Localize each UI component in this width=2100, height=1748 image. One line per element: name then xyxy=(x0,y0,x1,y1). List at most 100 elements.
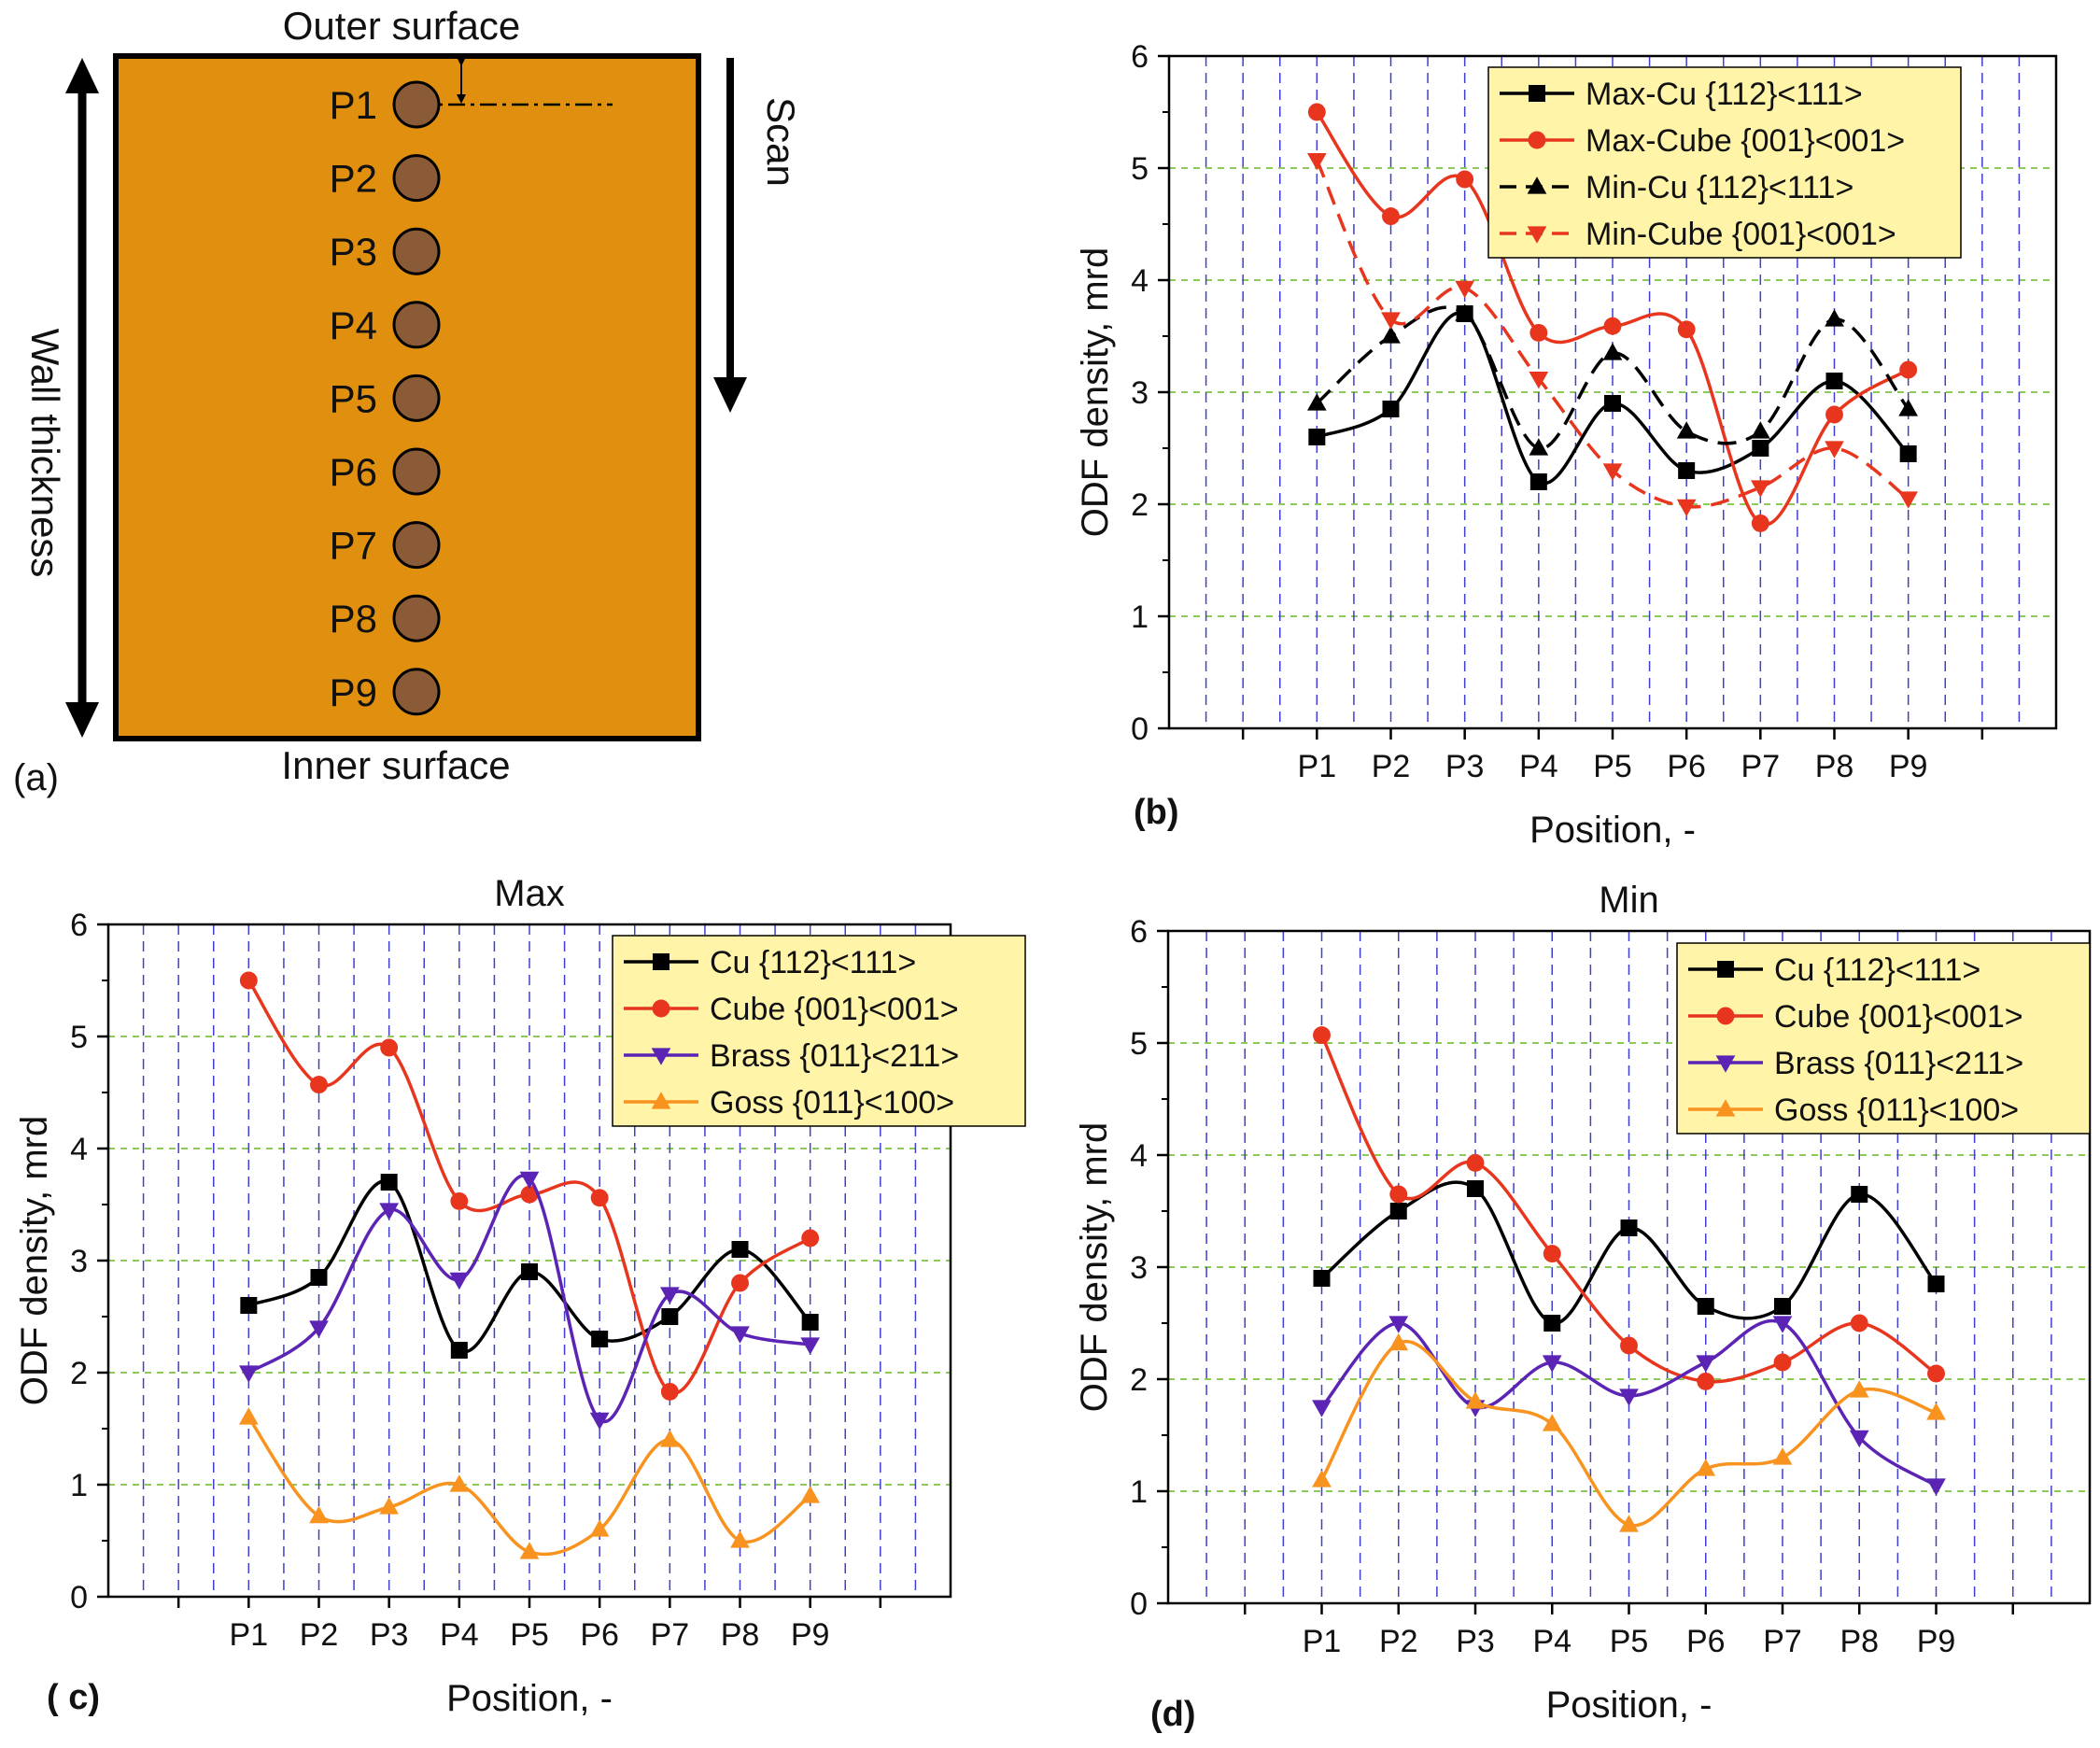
measurement-point-p7 xyxy=(392,521,441,570)
data-point-2-1 xyxy=(1381,326,1401,344)
data-point-0-6 xyxy=(661,1308,679,1325)
legend-marker-0 xyxy=(653,953,669,970)
measurement-point-p2 xyxy=(392,154,441,203)
y-tick-label: 0 xyxy=(1131,712,1149,747)
data-point-2-0 xyxy=(1312,1400,1332,1417)
y-tick-label: 5 xyxy=(70,1020,88,1055)
x-tick-label: P5 xyxy=(510,1617,549,1653)
data-point-1-8 xyxy=(801,1229,820,1248)
data-point-0-3 xyxy=(450,1342,468,1359)
data-point-0-2 xyxy=(380,1174,398,1191)
data-point-3-0 xyxy=(1306,152,1327,171)
x-tick-label: P5 xyxy=(1593,749,1632,784)
y-tick-label: 2 xyxy=(1130,1362,1148,1398)
data-point-0-1 xyxy=(310,1269,328,1286)
point-label-p3: P3 xyxy=(330,230,377,274)
x-tick-label: P3 xyxy=(1456,1624,1495,1659)
x-tick-label: P6 xyxy=(1686,1624,1726,1659)
y-tick-label: 6 xyxy=(1130,914,1148,950)
data-point-1-5 xyxy=(1697,1372,1715,1390)
data-point-3-5 xyxy=(589,1519,610,1537)
data-point-3-6 xyxy=(659,1430,680,1447)
series-line-3 xyxy=(1319,1339,1938,1528)
data-point-3-6 xyxy=(1772,1447,1793,1465)
data-point-3-0 xyxy=(238,1407,259,1425)
data-point-0-4 xyxy=(1620,1219,1638,1236)
y-axis-label: ODF density, mrd xyxy=(14,1116,55,1405)
schematic-panel: Outer surface Inner surface (a) Wall thi… xyxy=(13,4,803,798)
point-label-p6: P6 xyxy=(330,450,377,494)
x-tick-label: P7 xyxy=(1741,749,1781,784)
data-point-1-6 xyxy=(660,1382,679,1401)
legend-label-3: Goss {011}<100> xyxy=(710,1085,954,1121)
data-point-0-7 xyxy=(1851,1186,1868,1203)
legend-label-3: Goss {011}<100> xyxy=(1774,1092,2019,1128)
data-point-0-5 xyxy=(591,1331,609,1347)
y-tick-label: 2 xyxy=(1131,487,1149,523)
x-tick-label: P4 xyxy=(1519,749,1558,784)
data-point-0-6 xyxy=(1774,1298,1791,1315)
data-point-1-6 xyxy=(1773,1353,1792,1372)
measurement-point-p3 xyxy=(392,227,441,275)
data-point-3-3 xyxy=(1529,371,1549,389)
data-point-3-3 xyxy=(449,1474,470,1492)
y-tick-label: 6 xyxy=(70,908,88,943)
data-point-1-3 xyxy=(1529,323,1548,342)
y-tick-label: 5 xyxy=(1130,1026,1148,1062)
y-tick-label: 4 xyxy=(1130,1138,1148,1174)
y-tick-label: 6 xyxy=(1131,39,1149,75)
legend-marker-2 xyxy=(651,1048,671,1065)
data-point-1-3 xyxy=(450,1191,469,1210)
x-tick-label: P8 xyxy=(1815,749,1854,784)
data-point-2-8 xyxy=(1926,1478,1946,1496)
chart-d: (d) 0 1 2 3 4 5 6 P1 P2 P3 P4 P5 P6 P7 P8 P9 Position, -… xyxy=(1074,880,2092,1734)
panel-label-a: (a) xyxy=(13,757,59,798)
x-tick-label: P1 xyxy=(1303,1624,1342,1659)
x-tick-label: P9 xyxy=(1917,1624,1956,1659)
point-label-p8: P8 xyxy=(330,597,377,641)
y-tick-label: 1 xyxy=(70,1468,88,1503)
data-point-2-8 xyxy=(800,1337,821,1355)
x-tick-label: P7 xyxy=(651,1617,690,1653)
data-point-0-5 xyxy=(1697,1298,1714,1315)
data-point-2-7 xyxy=(1849,1430,1869,1448)
data-point-0-0 xyxy=(1313,1270,1331,1287)
x-tick-label: P9 xyxy=(1889,749,1928,784)
measurement-points: P1 P2 P3 P4 P5 P6 P7 P8 P9 xyxy=(330,80,441,716)
data-point-0-0 xyxy=(1308,429,1326,445)
y-tick-label: 0 xyxy=(70,1580,88,1615)
data-point-0-3 xyxy=(1529,473,1547,490)
data-point-2-6 xyxy=(1772,1316,1793,1333)
data-point-3-7 xyxy=(1825,441,1844,458)
data-point-3-1 xyxy=(1388,1332,1409,1351)
legend-marker-2 xyxy=(1715,1055,1736,1073)
data-point-1-1 xyxy=(1389,1185,1408,1204)
data-point-0-4 xyxy=(521,1263,538,1280)
measurement-point-p4 xyxy=(392,301,441,349)
legend-label-0: Cu {112}<111> xyxy=(1774,952,1980,988)
wall-thickness-arrow xyxy=(65,58,99,738)
data-point-2-0 xyxy=(238,1365,259,1383)
legend-label-0: Max-Cu {112}<111> xyxy=(1586,77,1863,112)
data-point-3-5 xyxy=(1676,499,1697,517)
x-tick-label: P4 xyxy=(1532,1624,1571,1659)
data-point-1-2 xyxy=(1456,170,1474,189)
data-point-2-1 xyxy=(309,1320,329,1338)
outer-surface-label: Outer surface xyxy=(283,4,520,48)
data-point-1-7 xyxy=(1825,405,1843,424)
legend-marker-1 xyxy=(652,999,670,1018)
measurement-point-p6 xyxy=(392,447,441,496)
data-point-1-4 xyxy=(1603,317,1622,335)
data-point-1-2 xyxy=(380,1038,399,1057)
data-point-3-0 xyxy=(1312,1470,1332,1487)
series-line-3 xyxy=(1315,159,1910,509)
data-point-0-3 xyxy=(1543,1315,1561,1332)
data-point-2-0 xyxy=(1306,393,1327,411)
chart-title: Min xyxy=(1599,880,1658,921)
x-tick-label: P4 xyxy=(440,1617,479,1653)
wall-thickness-label: Wall thickness xyxy=(23,329,67,578)
panel-label-d: (d) xyxy=(1150,1695,1196,1734)
inner-surface-label: Inner surface xyxy=(281,743,510,787)
data-point-1-0 xyxy=(1307,103,1326,121)
data-point-0-1 xyxy=(1382,401,1400,417)
